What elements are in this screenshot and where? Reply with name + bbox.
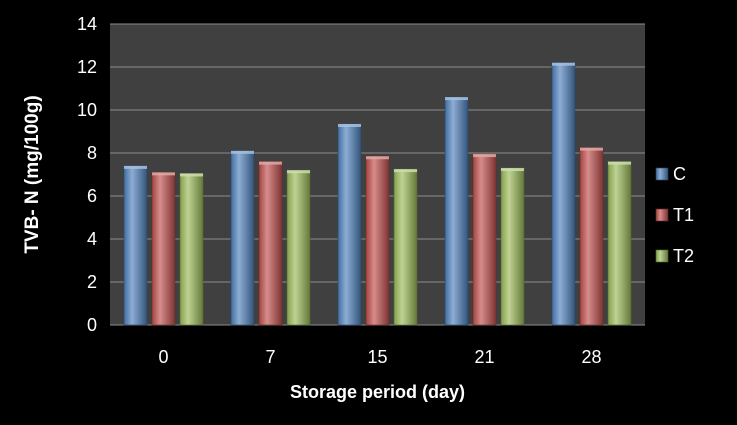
x-tick-label: 0: [158, 347, 168, 367]
bar-t1-21: [472, 153, 497, 326]
bar-t2-7: [286, 169, 311, 326]
y-tick-label: 12: [77, 57, 97, 77]
bar-t1-15: [365, 155, 390, 326]
bar-t2-28: [607, 161, 632, 326]
bars: [123, 62, 632, 326]
bar-top-highlight: [580, 147, 603, 151]
y-axis-label: TVB- N (mg/100g): [22, 95, 43, 253]
bar-top-highlight: [152, 172, 175, 176]
y-tick-label: 0: [87, 315, 97, 335]
bar-c-28: [551, 62, 576, 326]
legend-label-t1: T1: [673, 205, 694, 225]
legend-label-t2: T2: [673, 246, 694, 266]
bar-t2-21: [500, 167, 525, 326]
y-tick-label: 14: [77, 14, 97, 34]
x-tick-label: 21: [474, 347, 494, 367]
bar-t1-7: [258, 161, 283, 326]
y-tick-label: 2: [87, 272, 97, 292]
bar-top-highlight: [180, 173, 203, 177]
x-axis-label: Storage period (day): [290, 382, 465, 402]
x-tick-label: 28: [581, 347, 601, 367]
bar-top-highlight: [124, 165, 147, 169]
bar-top-highlight: [366, 156, 389, 160]
bar-top-highlight: [394, 169, 417, 173]
bar-top-highlight: [338, 123, 361, 127]
legend-swatch-t2: [655, 249, 669, 263]
legend-swatch-t1: [655, 208, 669, 222]
legend-label-c: C: [673, 164, 686, 184]
y-axis-ticks: 0 2 4 6 8 10 12 14: [77, 14, 97, 335]
bar-top-highlight: [473, 154, 496, 158]
bar-c-15: [337, 123, 362, 326]
bar-t2-0: [179, 173, 204, 326]
bar-c-0: [123, 165, 148, 326]
bar-c-7: [230, 150, 255, 326]
bar-top-highlight: [231, 150, 254, 154]
bar-t2-15: [393, 168, 418, 326]
x-tick-label: 7: [265, 347, 275, 367]
bar-top-highlight: [552, 62, 575, 66]
y-tick-label: 8: [87, 143, 97, 163]
legend: C T1 T2: [655, 164, 694, 266]
y-tick-label: 4: [87, 229, 97, 249]
bar-t1-28: [579, 147, 604, 326]
bar-top-highlight: [445, 97, 468, 101]
bar-top-highlight: [501, 168, 524, 172]
bar-top-highlight: [608, 161, 631, 165]
x-axis-ticks: 0 7 15 21 28: [158, 347, 601, 367]
y-tick-label: 10: [77, 100, 97, 120]
x-tick-label: 15: [367, 347, 387, 367]
legend-swatch-c: [655, 167, 669, 181]
bar-t1-0: [151, 172, 176, 326]
bar-top-highlight: [287, 170, 310, 174]
bar-top-highlight: [259, 161, 282, 165]
bar-c-21: [444, 96, 469, 326]
y-tick-label: 6: [87, 186, 97, 206]
